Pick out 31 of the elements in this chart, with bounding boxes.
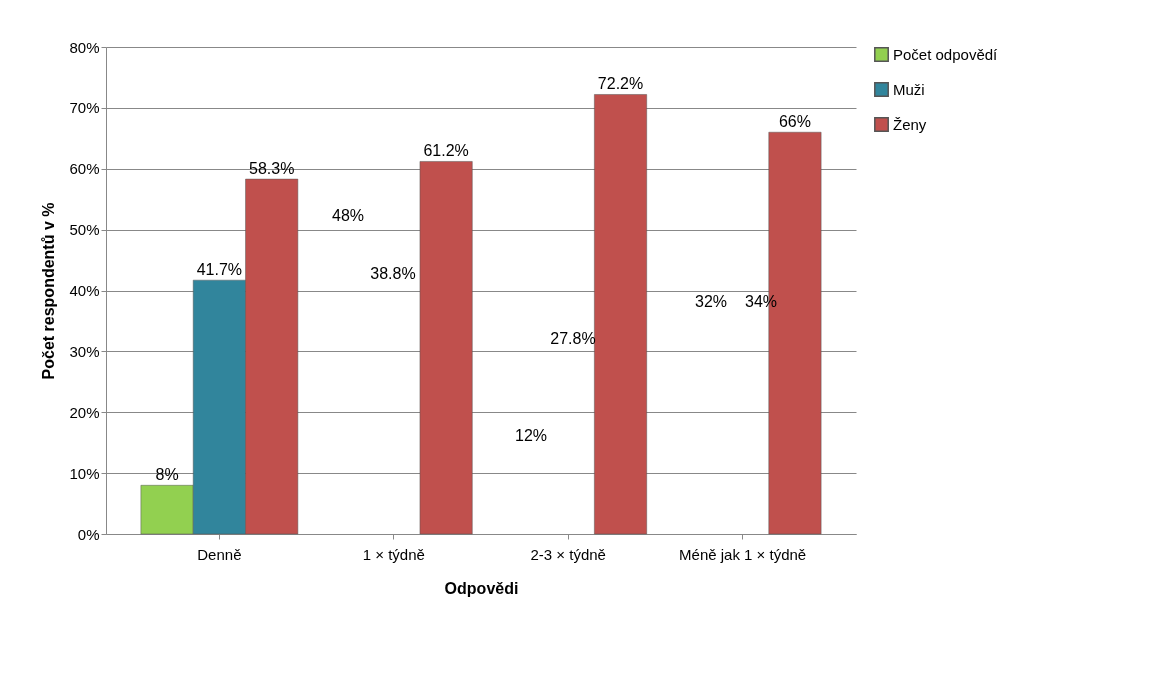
bar [594,94,647,535]
data-label: 8% [155,466,179,484]
y-tick-label: 30% [69,342,100,360]
legend-label: Muži [893,80,925,98]
y-tick-label: 40% [69,282,100,299]
x-tick-label: 1 × týdně [362,545,425,563]
data-label: 58.3% [249,160,295,178]
data-label: 66% [778,113,811,131]
legend-label: Počet odpovědí [893,45,999,63]
annotation: 48% [331,207,365,224]
y-tick-label: 80% [69,38,100,56]
data-label: 72.2% [597,75,644,93]
data-label: 41.7% [196,261,243,279]
annotation: 27.8% [550,330,596,347]
y-tick-label: 10% [69,464,100,482]
y-tick-label: 50% [69,221,100,239]
x-tick-label: Méně jak 1 × týdně [679,545,807,563]
y-tick-label: 0% [77,525,100,543]
annotation: 12% [514,427,548,444]
y-tick-label: 20% [69,403,100,421]
x-axis-title: Odpovědi [444,579,519,597]
legend-label: Ženy [893,115,927,133]
y-axis-title: Počet respondentů v % [40,202,58,380]
annotation: 32% [694,293,728,310]
y-tick-label: 70% [69,99,100,117]
y-tick-label: 60% [69,160,100,178]
bar [419,161,473,535]
x-tick-label: Denně [197,545,242,563]
x-tick-label: 2-3 × týdně [530,545,606,563]
annotation: 38.8% [370,265,416,282]
data-label: 61.2% [423,142,469,160]
